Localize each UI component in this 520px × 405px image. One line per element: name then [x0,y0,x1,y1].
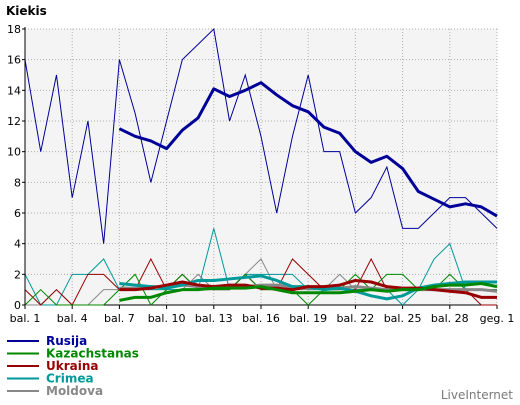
brand-label: LiveInternet [441,388,513,402]
x-tick-label: bal. 10 [148,312,186,325]
x-tick-label: bal. 28 [431,312,469,325]
legend-label: Crimea [46,372,94,386]
x-tick-label: bal. 19 [289,312,327,325]
legend-label: Moldova [46,384,103,398]
trend-line-rusija [118,81,498,218]
y-tick-label: 8 [14,176,21,189]
x-tick-label: bal. 4 [57,312,88,325]
y-tick-label: 18 [7,23,21,36]
daily-line-rusija [24,27,498,244]
x-axis-ticks: bal. 1 bal. 4 bal. 7 bal. 10 bal. 13 bal. 16 b… [10,305,515,325]
x-tick-label: bal. 22 [337,312,375,325]
y-tick-label: 6 [14,207,21,220]
y-tick-label: 2 [14,268,21,281]
legend-label: Rusija [46,334,87,348]
chart-title: Kiekis [6,4,47,18]
y-tick-label: 10 [7,146,21,159]
trend-line-kazachstanas [119,282,498,302]
y-tick-label: 0 [14,299,21,312]
y-axis-ticks: 0 2 4 6 8 10 12 14 16 18 [7,23,25,312]
legend-label: Ukraina [46,359,99,373]
y-tick-label: 16 [7,54,21,67]
legend-label: Kazachstanas [46,347,139,361]
y-tick-label: 12 [7,115,21,128]
x-tick-label: bal. 25 [384,312,422,325]
x-tick-label: bal. 13 [195,312,233,325]
x-tick-label: geg. 1 [480,312,515,325]
trend-series-lines [118,81,498,302]
y-tick-label: 14 [7,84,21,97]
x-tick-label: bal. 7 [104,312,135,325]
x-tick-label: bal. 16 [242,312,280,325]
trend-line-ukraina [119,278,497,299]
x-tick-label: bal. 1 [10,312,41,325]
y-tick-label: 4 [14,238,21,251]
